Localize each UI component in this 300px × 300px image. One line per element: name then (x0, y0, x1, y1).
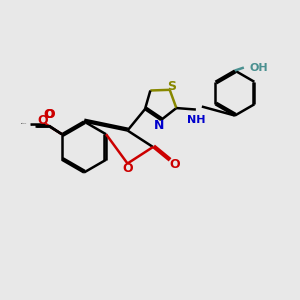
Text: O: O (169, 158, 180, 171)
Text: O: O (122, 162, 133, 176)
Text: methoxy: methoxy (21, 122, 27, 124)
Text: S: S (167, 80, 176, 93)
Text: NH: NH (187, 115, 205, 125)
Text: O: O (37, 114, 48, 127)
Text: OH: OH (249, 62, 268, 73)
Text: N: N (154, 119, 164, 132)
Text: O: O (44, 108, 55, 121)
Text: O: O (44, 108, 54, 121)
Text: methoxy: methoxy (30, 124, 37, 126)
